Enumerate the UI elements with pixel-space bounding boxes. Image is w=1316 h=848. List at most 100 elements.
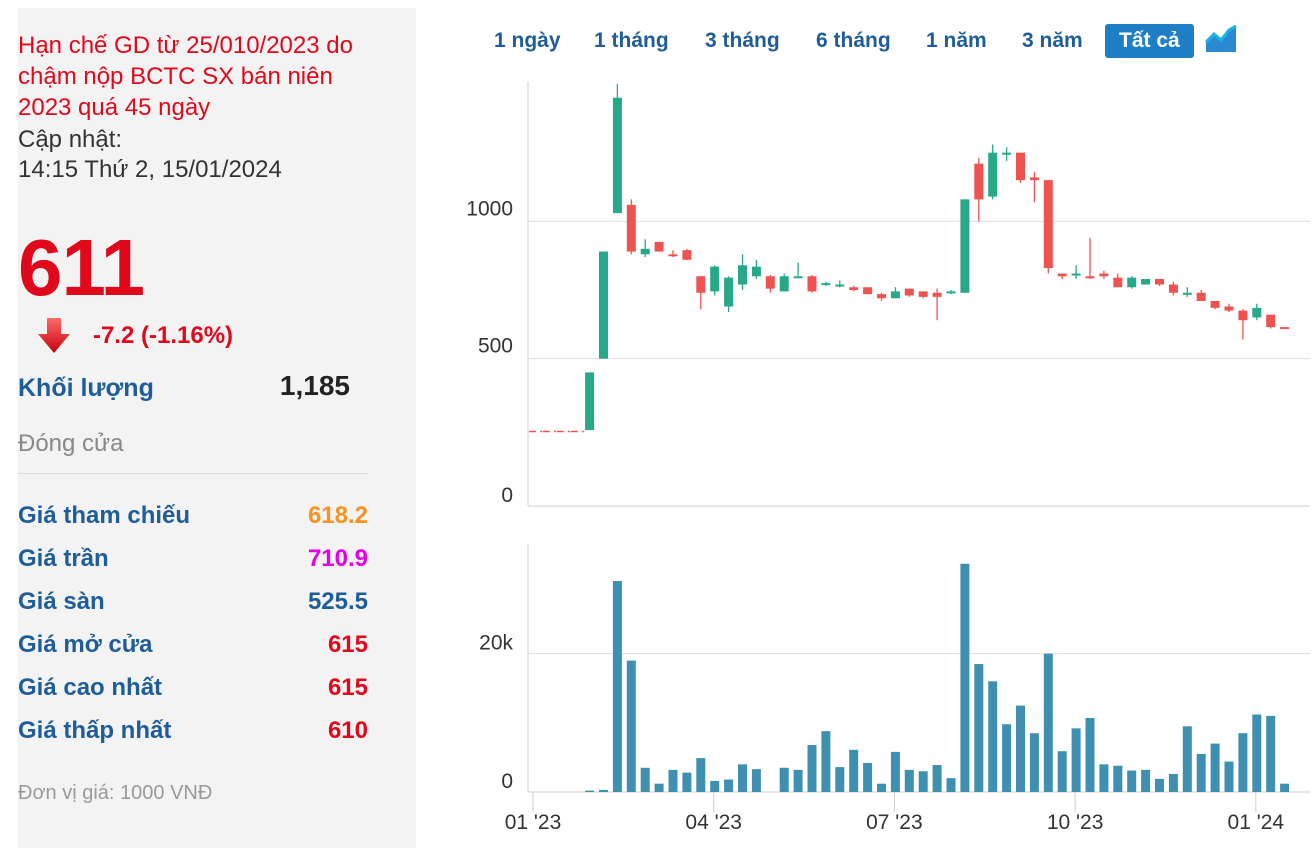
stat-value: 618.2 (307, 502, 368, 529)
candle (904, 288, 914, 296)
candle (1196, 292, 1206, 301)
candle (1085, 276, 1095, 279)
volume-bar (877, 783, 886, 792)
volume-bar (1029, 733, 1039, 792)
stat-label: Giá thấp nhất (18, 717, 172, 744)
volume-bar (863, 762, 873, 792)
price-unit-note: Đơn vị giá: 1000 VNĐ (18, 782, 213, 804)
divider (18, 473, 368, 474)
candle (974, 163, 984, 200)
market-status: Đóng cửa (18, 430, 124, 457)
candle (1266, 314, 1276, 328)
volume-bar (1016, 705, 1025, 792)
volume-bar (890, 751, 900, 792)
volume-bar (1168, 774, 1178, 792)
candle (988, 152, 998, 197)
volume-bar (1057, 751, 1067, 792)
candle (779, 276, 789, 292)
volume-label: Khối lượng (18, 374, 154, 402)
update-label: Cập nhật: (18, 126, 123, 153)
volume-bar (668, 769, 678, 792)
candle (1127, 277, 1137, 288)
volume-tick-label: 0 (501, 770, 513, 793)
info-panel (18, 8, 416, 848)
range-button[interactable]: 1 ngày (494, 29, 561, 52)
range-button[interactable]: 1 năm (926, 29, 987, 52)
range-button[interactable]: 1 tháng (594, 29, 669, 52)
volume-bar (1196, 753, 1206, 792)
volume-bar (626, 660, 636, 792)
candle (612, 97, 622, 214)
volume-bar (599, 789, 608, 792)
price-tick-label: 500 (478, 335, 513, 358)
volume-bar (1085, 717, 1095, 792)
candle (765, 276, 775, 289)
candle (1113, 277, 1123, 288)
trading-restriction-notice: Hạn chế GD từ 25/010/2023 do chậm nộp BC… (18, 32, 353, 121)
volume-bar (974, 664, 984, 792)
update-time: Cập nhật: 14:15 Thứ 2, 15/01/2024 (18, 125, 282, 185)
volume-bar (1141, 769, 1151, 792)
stat-row: Giá sàn 525.5 (18, 588, 368, 631)
volume-bar (654, 783, 664, 792)
candle (710, 266, 720, 292)
volume-bar (1071, 728, 1081, 792)
stat-label: Giá tham chiếu (18, 502, 191, 529)
candle (640, 248, 650, 255)
candle (682, 250, 692, 260)
candle (1071, 273, 1081, 276)
range-button[interactable]: 6 tháng (816, 29, 891, 52)
candle (1238, 310, 1248, 321)
volume-bar (1043, 653, 1053, 792)
range-button[interactable]: Tất cả (1105, 24, 1194, 58)
volume-bar (835, 767, 845, 792)
stat-value: 610 (327, 717, 368, 744)
volume-bar (1280, 783, 1290, 792)
candle (585, 372, 595, 431)
volume-bar (779, 767, 789, 792)
x-tick-label: 01 '23 (505, 811, 562, 834)
down-arrow-icon (38, 318, 70, 353)
stat-value: 615 (327, 674, 368, 701)
candle (724, 277, 734, 307)
volume-bar (1252, 714, 1262, 792)
chart-type-icon[interactable] (1205, 24, 1237, 54)
stat-value: 710.9 (307, 545, 368, 572)
candle (1280, 327, 1290, 330)
volume-bar (696, 758, 706, 792)
candle (918, 291, 928, 297)
candle (1002, 152, 1012, 155)
candle (960, 199, 970, 293)
price-change-row: -7.2 (-1.16%) (36, 316, 336, 356)
range-button[interactable]: 3 năm (1022, 29, 1083, 52)
candle (807, 276, 817, 292)
volume-value: 1,185 (279, 370, 350, 401)
volume-bar (738, 764, 747, 792)
candle (696, 276, 706, 293)
candle (626, 204, 636, 252)
candle (890, 291, 900, 299)
time-range-selector: 1 ngày 1 tháng 3 tháng 6 tháng 1 năm 3 năm Tất… (480, 20, 1280, 60)
volume-bar (1099, 764, 1109, 792)
candle (835, 284, 845, 287)
candle (1016, 152, 1025, 181)
stat-row: Giá tham chiếu 618.2 (18, 502, 368, 545)
volume-bar (612, 581, 622, 792)
stat-label: Giá mở cửa (18, 631, 153, 658)
candle (1029, 177, 1039, 181)
candle (668, 254, 678, 257)
stat-label: Giá trần (18, 545, 109, 572)
candle (599, 251, 608, 359)
stat-row: Giá thấp nhất 610 (18, 717, 368, 760)
candle (793, 276, 803, 279)
volume-bar (807, 744, 817, 792)
candle (1141, 279, 1151, 285)
volume-bar (585, 790, 595, 792)
volume-bar (793, 769, 803, 792)
candle (821, 283, 831, 286)
range-button[interactable]: 3 tháng (705, 29, 780, 52)
volume-bar (1002, 724, 1012, 792)
volume-bar (751, 769, 761, 792)
volume-bar (682, 772, 692, 792)
